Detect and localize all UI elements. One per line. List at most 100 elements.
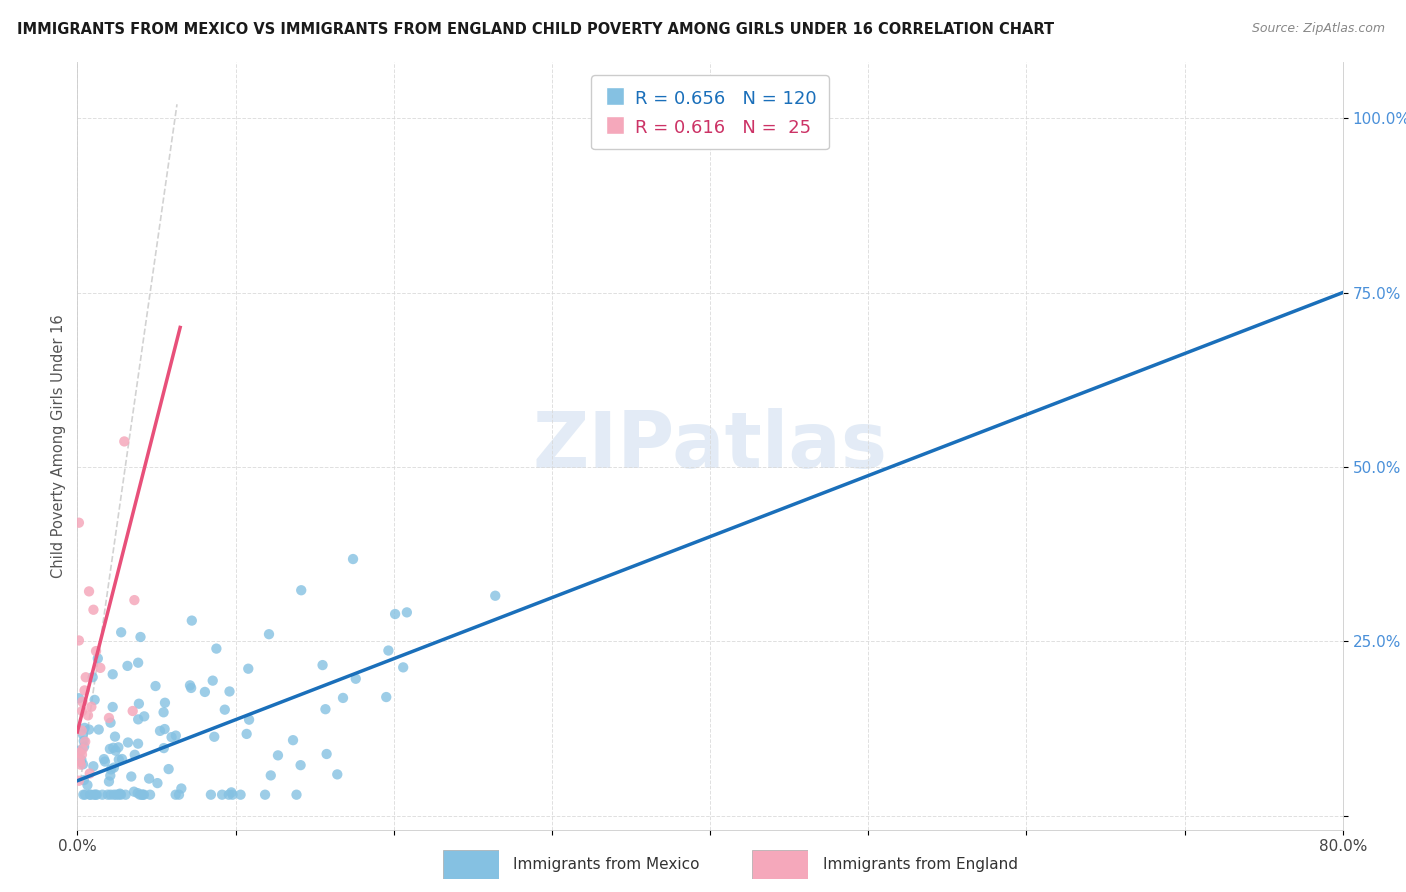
Point	[79, 788, 101, 802]
Point	[152, 706, 174, 720]
Point	[129, 630, 152, 644]
Point	[108, 787, 131, 801]
Point	[127, 737, 149, 751]
Point	[153, 696, 176, 710]
Point	[75, 734, 97, 748]
Point	[76, 778, 98, 792]
Point	[290, 583, 312, 598]
Point	[82, 759, 104, 773]
Text: Immigrants from Mexico: Immigrants from Mexico	[513, 857, 700, 871]
Point	[104, 730, 127, 744]
Point	[314, 702, 336, 716]
Point	[86, 788, 108, 802]
Point	[103, 740, 125, 755]
Point	[73, 721, 96, 735]
Point	[103, 788, 125, 802]
Point	[165, 788, 187, 802]
Point	[84, 644, 107, 658]
Point	[72, 695, 94, 709]
Point	[200, 788, 222, 802]
Point	[281, 733, 304, 747]
Point	[83, 693, 105, 707]
Point	[77, 723, 100, 737]
Point	[145, 679, 167, 693]
Point	[344, 672, 367, 686]
Point	[80, 699, 103, 714]
Point	[117, 659, 139, 673]
Point	[238, 662, 260, 676]
Point	[254, 788, 277, 802]
Point	[128, 697, 150, 711]
Point	[73, 683, 96, 698]
Point	[218, 684, 240, 698]
Point	[160, 730, 183, 744]
Point	[69, 754, 91, 768]
Point	[377, 643, 399, 657]
Point	[120, 770, 142, 784]
Text: Immigrants from England: Immigrants from England	[823, 857, 1018, 871]
Point	[257, 627, 280, 641]
Point	[153, 722, 176, 736]
Point	[194, 685, 217, 699]
Point	[83, 788, 105, 802]
Point	[108, 753, 131, 767]
Point	[392, 660, 415, 674]
Point	[69, 757, 91, 772]
Point	[202, 730, 225, 744]
Point	[105, 788, 128, 802]
Point	[79, 766, 101, 780]
Point	[70, 723, 93, 738]
Point	[87, 723, 110, 737]
Point	[129, 788, 152, 802]
Point	[124, 747, 146, 762]
Y-axis label: Child Poverty Among Girls Under 16: Child Poverty Among Girls Under 16	[51, 314, 66, 578]
Point	[67, 773, 90, 788]
Point	[131, 788, 153, 802]
Point	[205, 641, 228, 656]
Point	[165, 729, 187, 743]
Point	[75, 670, 97, 684]
Point	[82, 670, 104, 684]
Point	[84, 788, 107, 802]
Point	[221, 785, 243, 799]
Point	[93, 752, 115, 766]
Point	[110, 625, 132, 640]
Point	[70, 704, 93, 718]
Point	[97, 774, 120, 789]
Point	[107, 788, 129, 802]
Point	[484, 589, 506, 603]
Point	[70, 753, 93, 767]
Point	[89, 661, 111, 675]
Text: IMMIGRANTS FROM MEXICO VS IMMIGRANTS FROM ENGLAND CHILD POVERTY AMONG GIRLS UNDE: IMMIGRANTS FROM MEXICO VS IMMIGRANTS FRO…	[17, 22, 1054, 37]
Point	[73, 734, 96, 748]
Point	[152, 741, 174, 756]
Point	[342, 552, 364, 566]
Point	[87, 651, 110, 665]
Point	[311, 658, 333, 673]
Point	[214, 703, 236, 717]
Point	[796, 112, 818, 126]
Point	[70, 747, 93, 762]
Point	[67, 516, 90, 530]
Point	[285, 788, 308, 802]
Point	[315, 747, 337, 761]
Point	[98, 742, 121, 756]
Point	[146, 776, 169, 790]
Point	[82, 603, 104, 617]
Point	[127, 656, 149, 670]
Text: ZIPatlas: ZIPatlas	[533, 408, 887, 484]
Point	[229, 788, 252, 802]
Point	[131, 788, 153, 802]
Point	[235, 727, 257, 741]
Point	[101, 667, 124, 681]
Point	[98, 711, 120, 725]
Point	[77, 708, 100, 723]
Point	[127, 712, 149, 726]
Point	[157, 762, 180, 776]
Point	[67, 633, 90, 648]
Point	[127, 786, 149, 800]
Point	[103, 761, 125, 775]
Point	[73, 773, 96, 788]
Point	[73, 739, 96, 754]
Point	[149, 723, 172, 738]
